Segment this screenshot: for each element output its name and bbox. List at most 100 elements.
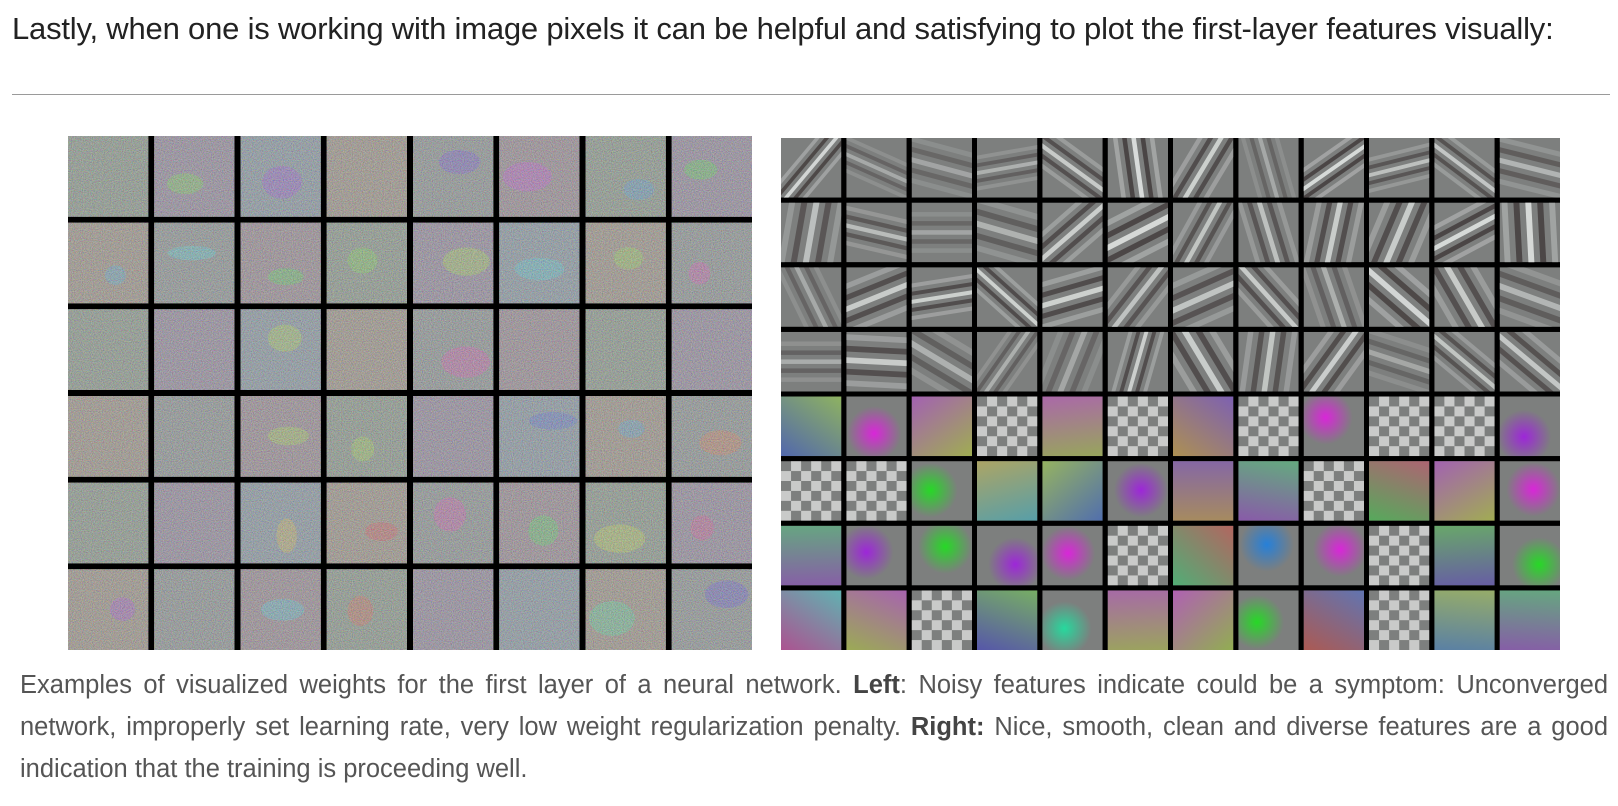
smooth-filter-tile <box>1499 267 1560 327</box>
smooth-filter-tile <box>1173 396 1234 457</box>
smooth-filter-tile <box>781 525 842 586</box>
noisy-filter-tile <box>499 222 580 304</box>
smooth-filter-tile <box>977 461 1038 521</box>
noisy-filter-tile <box>585 482 666 564</box>
smooth-filter-tile <box>846 590 907 650</box>
smooth-filter-tile <box>977 138 1038 198</box>
smooth-filter-tile <box>1107 267 1168 327</box>
smooth-filter-tile <box>1369 202 1430 263</box>
smooth-filter-tile <box>846 331 907 392</box>
smooth-filter-tile <box>1369 461 1430 521</box>
smooth-filter-tile <box>781 267 842 327</box>
smooth-filter-tile <box>977 202 1038 263</box>
smooth-filter-tile <box>911 331 973 392</box>
smooth-filter-tile <box>911 267 973 327</box>
noisy-filter-tile <box>671 136 752 217</box>
noisy-filter-tile <box>585 136 666 217</box>
smooth-filter-tile <box>1042 202 1103 263</box>
smooth-filter-tile <box>1369 525 1430 586</box>
noisy-filter-tile <box>240 569 321 650</box>
noisy-filter-tile <box>154 136 235 217</box>
intro-paragraph: Lastly, when one is working with image p… <box>12 11 1554 46</box>
smooth-filter-tile <box>1499 331 1560 392</box>
smooth-filter-tile <box>977 590 1038 650</box>
smooth-filter-tile <box>1042 396 1103 457</box>
smooth-filter-tile <box>781 396 842 457</box>
smooth-filter-tile <box>846 396 907 457</box>
smooth-filter-tile <box>1238 331 1299 392</box>
smooth-filter-tile <box>846 138 907 198</box>
smooth-filter-tile <box>1303 590 1364 650</box>
smooth-filter-tile <box>977 331 1038 392</box>
smooth-filter-tile <box>911 461 972 521</box>
smooth-filter-tile <box>1434 138 1495 198</box>
noisy-filter-tile <box>585 569 666 650</box>
smooth-filter-tile <box>1173 267 1234 327</box>
smooth-filter-tile <box>977 525 1038 586</box>
caption-right-label: Right: <box>910 713 985 741</box>
smooth-filter-tile <box>1238 461 1299 521</box>
smooth-filter-tile <box>781 202 842 263</box>
smooth-filter-tile <box>1107 331 1168 392</box>
noisy-filter-tile <box>671 482 752 564</box>
noisy-filter-tile <box>68 309 149 390</box>
noisy-filter-tile <box>240 309 321 390</box>
noisy-filter-tile <box>499 136 580 217</box>
noisy-filter-tile <box>499 482 580 564</box>
smooth-filter-tile <box>1434 331 1495 392</box>
noisy-filter-tile <box>68 222 149 304</box>
smooth-filter-tile <box>1042 525 1103 586</box>
smooth-filter-tile <box>1107 138 1168 198</box>
caption-text-3: Nice, smooth, clean and diverse features… <box>20 713 1608 783</box>
smooth-filter-tile <box>1238 202 1299 263</box>
smooth-filter-tile <box>1369 590 1430 650</box>
smooth-filter-tile <box>911 396 972 457</box>
noisy-filter-tile <box>671 309 752 390</box>
figure-caption: Examples of visualized weights for the f… <box>20 664 1608 790</box>
noisy-weights-image <box>68 136 752 650</box>
caption-left-label: Left <box>853 671 900 699</box>
smooth-filter-tile <box>846 202 907 263</box>
smooth-filter-tile <box>911 590 972 650</box>
noisy-filter-tile <box>68 136 149 217</box>
smooth-filter-tile <box>1238 590 1299 650</box>
noisy-filter-tile <box>413 396 494 477</box>
noisy-filter-tile <box>326 482 407 564</box>
noisy-filter-tile <box>499 309 580 390</box>
smooth-filter-tile <box>1499 461 1560 521</box>
smooth-filter-tile <box>1499 590 1560 650</box>
noisy-filter-tile <box>413 569 494 650</box>
noisy-filter-tile <box>499 396 580 477</box>
smooth-filter-tile <box>1173 202 1234 263</box>
noisy-filter-tile <box>671 222 752 304</box>
smooth-filter-tile <box>1042 461 1103 521</box>
noisy-filter-tile <box>585 396 666 477</box>
smooth-filter-tile <box>1107 202 1168 263</box>
smooth-filter-tile <box>1173 331 1234 392</box>
smooth-filter-tile <box>1238 525 1299 586</box>
smooth-filter-tile <box>977 267 1038 327</box>
noisy-filter-tile <box>326 309 407 390</box>
smooth-filter-tile <box>781 331 842 392</box>
noisy-filter-tile <box>240 482 321 564</box>
noisy-filter-tile <box>154 222 235 304</box>
smooth-filter-tile <box>1303 525 1365 586</box>
smooth-filters-grid <box>781 138 1560 650</box>
smooth-filter-tile <box>781 461 842 521</box>
smooth-filter-tile <box>1369 396 1430 457</box>
noisy-filter-tile <box>326 136 407 217</box>
noisy-filter-tile <box>154 396 235 477</box>
smooth-filter-tile <box>911 138 973 198</box>
noisy-filter-tile <box>154 569 235 650</box>
smooth-filter-tile <box>1173 138 1234 198</box>
noisy-filter-tile <box>240 396 321 477</box>
smooth-filter-tile <box>1434 202 1495 263</box>
smooth-filter-tile <box>1303 138 1365 198</box>
noisy-filter-tile <box>240 222 321 304</box>
smooth-filter-tile <box>846 525 907 586</box>
noisy-filters-grid <box>68 136 752 650</box>
noisy-filter-tile <box>585 222 666 304</box>
smooth-filter-tile <box>1238 396 1299 457</box>
smooth-filter-tile <box>1434 396 1495 457</box>
smooth-filter-tile <box>846 461 907 521</box>
